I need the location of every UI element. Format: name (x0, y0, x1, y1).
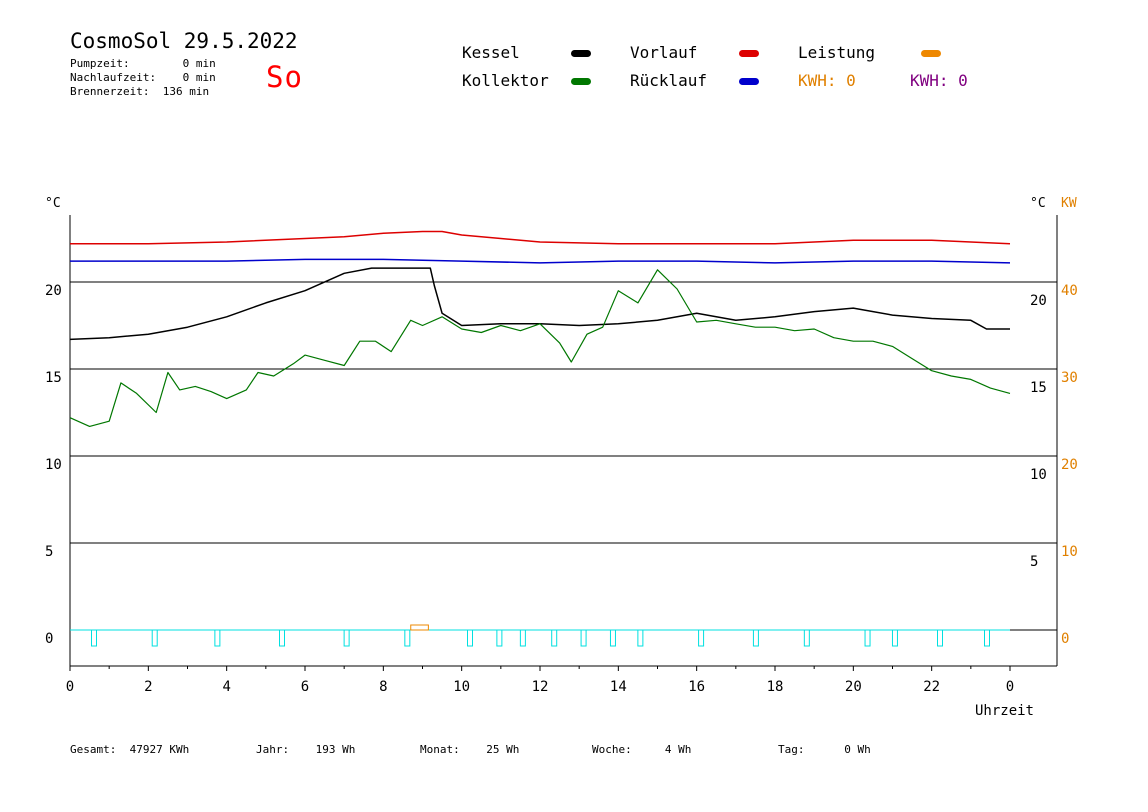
x-tick-label: 0 (1006, 679, 1014, 695)
pumpzeit-info: Pumpzeit: 0 min (70, 57, 216, 70)
series-line-ruecklauf (70, 258, 1011, 264)
pump-pulse (984, 629, 990, 647)
pump-pulse (214, 629, 221, 647)
y-tick-label-left: 15 (45, 370, 62, 386)
legend-leistung-label: Leistung (798, 43, 876, 62)
kw-tick-label: 40 (1061, 283, 1078, 299)
pump-pulse (864, 629, 871, 647)
footer-woche: Woche: 4 Wh (592, 743, 692, 756)
footer-monat: Monat: 25 Wh (420, 743, 520, 756)
kw-tick-label: 0 (1061, 631, 1069, 647)
series-line-kollektor (69, 269, 1011, 427)
pump-pulse (467, 629, 473, 647)
pump-pulse (404, 629, 411, 647)
x-tick-label: 20 (845, 679, 862, 695)
legend-kwh-value: KWH: 0 (798, 71, 856, 90)
x-tick-label: 2 (144, 679, 152, 695)
legend-vorlauf-label: Vorlauf (630, 43, 698, 62)
footer-gesamt: Gesamt: 47927 KWh (70, 743, 190, 756)
y-tick-label-left: 20 (45, 283, 62, 299)
x-tick-label: 10 (453, 679, 470, 695)
legend-leistung-swatch (921, 50, 941, 57)
page-title: CosmoSol 29.5.2022 (70, 29, 298, 53)
legend-ruecklauf-label: Rücklauf (630, 71, 708, 90)
x-tick-label: 18 (767, 679, 784, 695)
footer-tag: Tag: 0 Wh (778, 743, 871, 756)
kw-tick-label: 10 (1061, 544, 1078, 560)
leistung-pulse (410, 624, 429, 631)
x-tick-label: 6 (301, 679, 309, 695)
kw-axis-unit: KW (1061, 196, 1077, 211)
legend-kessel-swatch (571, 50, 591, 57)
pump-pulse (496, 629, 503, 647)
y-tick-label-left: 0 (45, 631, 53, 647)
nachlaufzeit-info: Nachlaufzeit: 0 min (70, 71, 216, 84)
kw-tick-label: 20 (1061, 457, 1078, 473)
y-tick-label-right: 20 (1030, 293, 1047, 309)
pump-pulse (551, 629, 558, 647)
series-line-kessel (69, 267, 1010, 341)
legend-kwh-value-2: KWH: 0 (910, 71, 968, 90)
pump-pulse (937, 629, 943, 647)
pump-pulse (279, 629, 285, 647)
y-axis-unit-right: °C (1030, 196, 1046, 211)
legend-kollektor-label: Kollektor (462, 71, 549, 90)
y-axis-unit-left: °C (45, 196, 61, 211)
pump-pulse (637, 629, 644, 647)
x-tick-label: 12 (532, 679, 549, 695)
x-tick-label: 14 (610, 679, 627, 695)
x-axis-title: Uhrzeit (975, 703, 1034, 719)
pump-pulse (752, 629, 759, 647)
pump-pulse (698, 629, 705, 647)
kw-tick-label: 30 (1061, 370, 1078, 386)
legend-kollektor-swatch (571, 78, 591, 85)
y-tick-label-right: 5 (1030, 554, 1038, 570)
pump-pulse (891, 629, 898, 647)
legend-ruecklauf-swatch (739, 78, 759, 85)
y-tick-label-left: 5 (45, 544, 53, 560)
series-line-vorlauf (70, 230, 1011, 245)
x-tick-label: 0 (66, 679, 74, 695)
legend-kessel-label: Kessel (462, 43, 520, 62)
pump-pulse (803, 629, 810, 647)
brennerzeit-info: Brennerzeit: 136 min (70, 85, 210, 98)
x-tick-label: 4 (222, 679, 230, 695)
y-tick-label-right: 15 (1030, 380, 1047, 396)
pump-pulse (519, 629, 526, 647)
footer-jahr: Jahr: 193 Wh (256, 743, 356, 756)
pump-pulse (580, 629, 587, 647)
pump-pulse (151, 629, 158, 647)
pump-pulse (343, 629, 350, 647)
weekday-label: So (266, 60, 303, 94)
x-tick-label: 8 (379, 679, 387, 695)
legend-vorlauf-swatch (739, 50, 759, 57)
y-tick-label-right: 10 (1030, 467, 1047, 483)
x-tick-label: 22 (923, 679, 940, 695)
y-tick-label-left: 10 (45, 457, 62, 473)
x-tick-label: 16 (688, 679, 705, 695)
pump-pulse (609, 629, 616, 647)
pump-pulse (91, 629, 97, 647)
